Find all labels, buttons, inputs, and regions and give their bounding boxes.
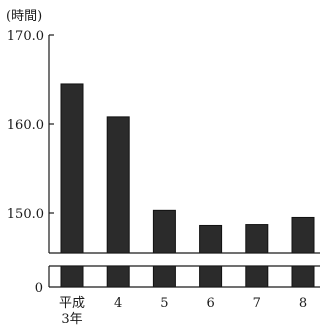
x-tick-label: 7	[253, 296, 261, 311]
y-tick-label: 150.0	[7, 207, 44, 222]
y-tick-label: 160.0	[7, 118, 44, 133]
bar-lower	[152, 265, 176, 288]
x-tick-label: 5	[160, 296, 168, 311]
bar-lower	[245, 265, 269, 288]
bar-upper	[60, 83, 84, 254]
x-tick-label: 4	[114, 296, 122, 311]
bar-upper	[245, 224, 269, 254]
bar-lower	[106, 265, 130, 288]
bar-lower	[291, 265, 315, 288]
bar-upper	[106, 116, 130, 254]
y-axis-title: (時間)	[6, 9, 42, 24]
x-tick-label: 6	[206, 296, 214, 311]
x-tick-label: 平成	[59, 296, 85, 311]
y-tick-label: 170.0	[7, 29, 44, 44]
x-tick-label: 8	[299, 296, 307, 311]
y-tick-label-zero: 0	[35, 281, 43, 296]
bar-upper	[291, 216, 315, 254]
bar-upper	[152, 209, 176, 254]
bar-lower	[60, 265, 84, 288]
x-tick-label-line2: 3年	[61, 312, 82, 327]
bar-upper	[199, 224, 223, 254]
bar-lower	[199, 265, 223, 288]
